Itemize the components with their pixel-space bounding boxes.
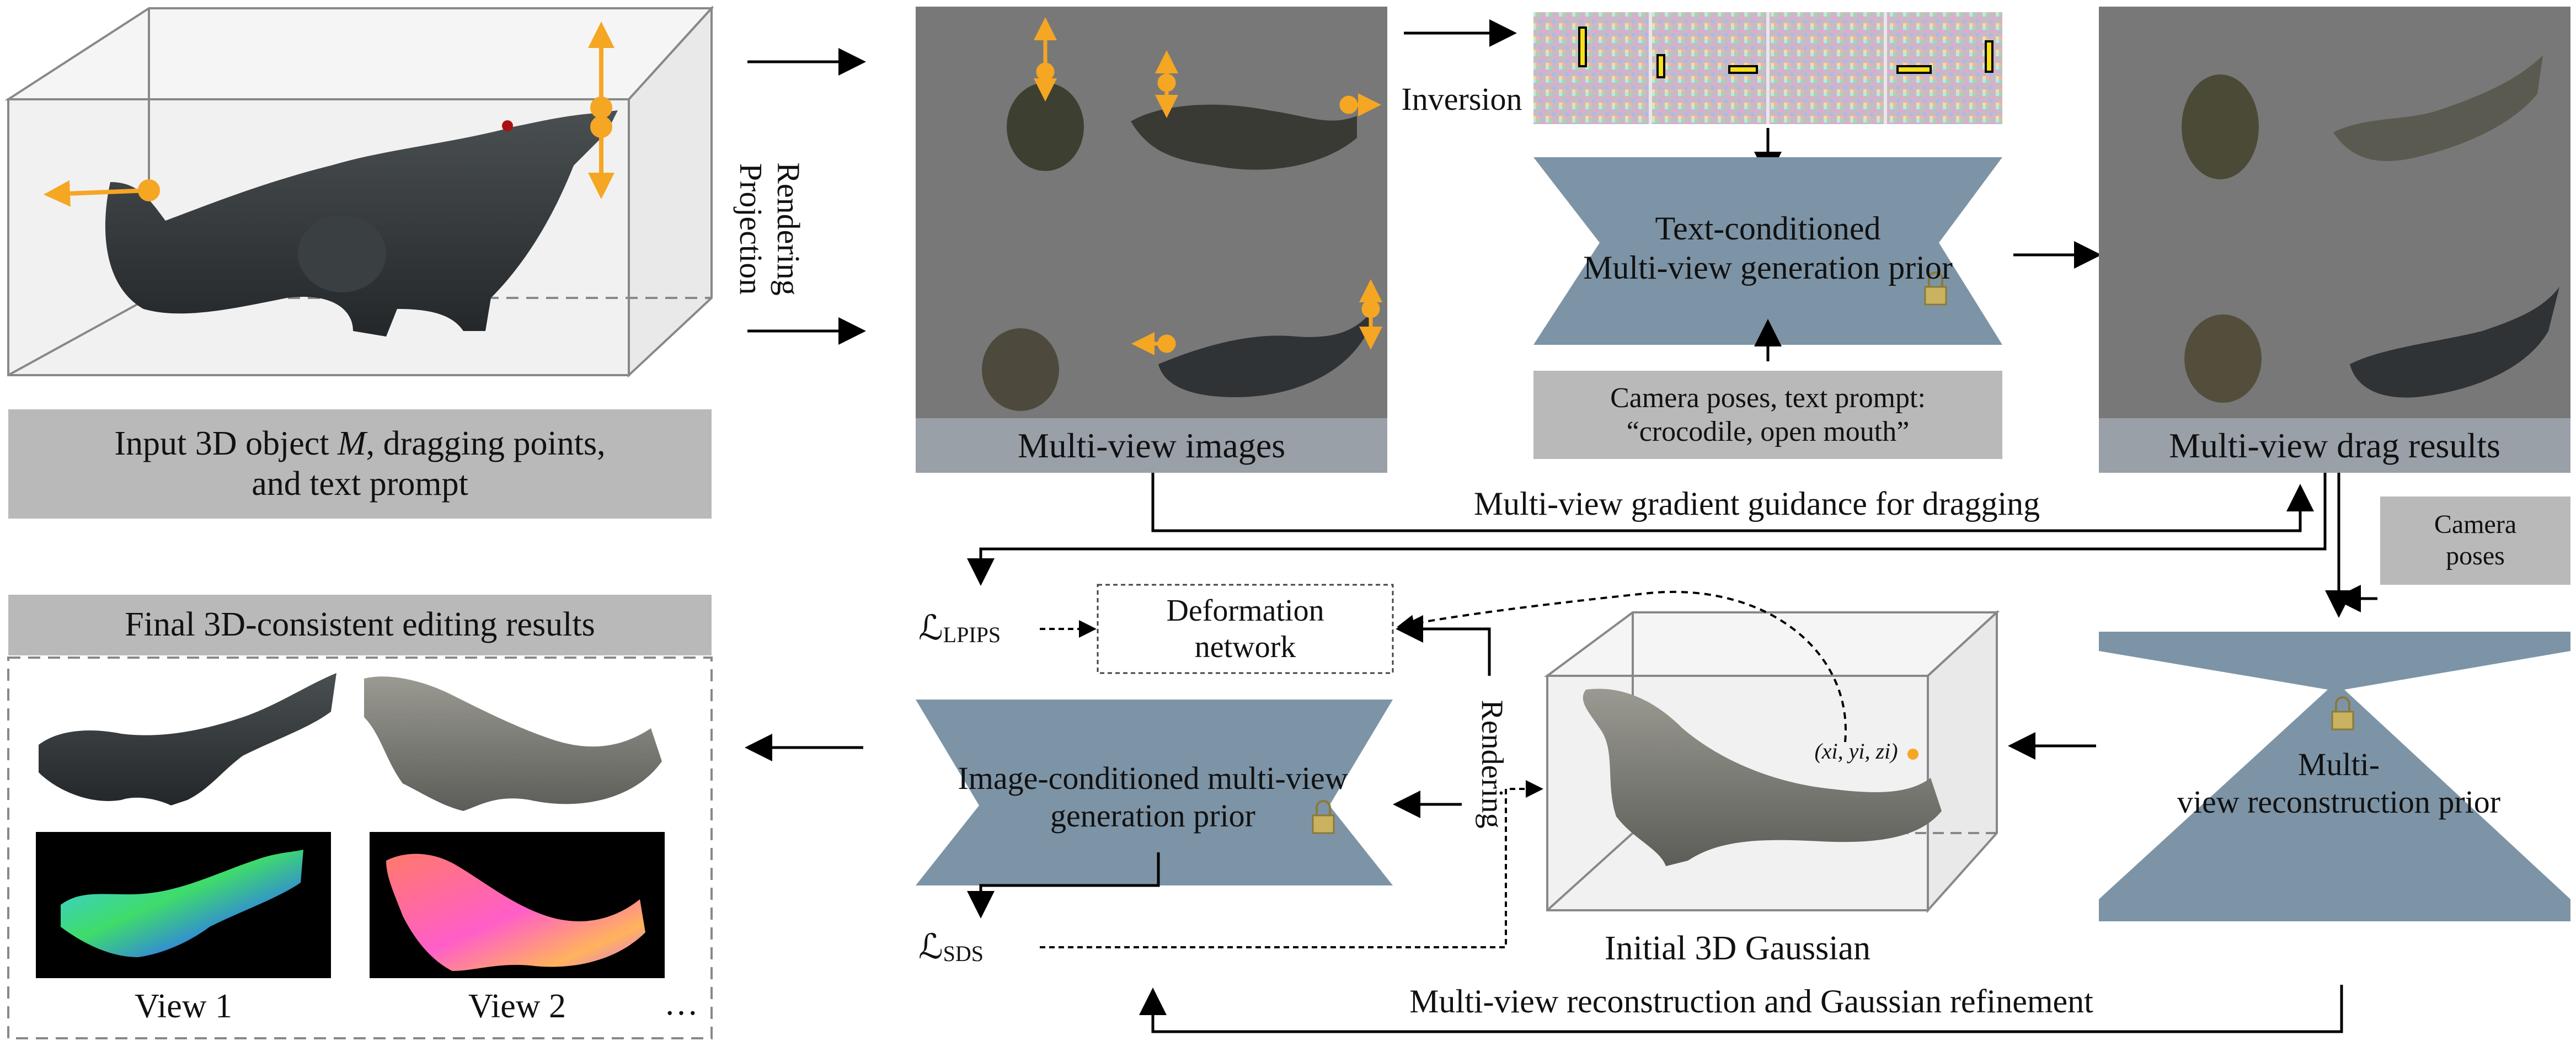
view-1-label: View 1 xyxy=(134,988,233,1026)
multiview-images-caption: Multi-view images xyxy=(1017,425,1286,465)
gaussian-crocodile xyxy=(1583,689,1942,866)
ellipsis: … xyxy=(664,985,698,1023)
reconstruction-prior-label: Multi- view reconstruction prior xyxy=(2177,746,2501,820)
lock-icon-image-prior xyxy=(1312,800,1335,834)
final-results-panel xyxy=(7,657,713,1039)
input-crocodile xyxy=(105,110,618,337)
arrow-rendering-to-deformation xyxy=(1396,615,1491,676)
final-results-caption: Final 3D-consistent editing results xyxy=(125,606,595,644)
noise-latents xyxy=(1533,12,2002,124)
deformation-network-box xyxy=(1097,584,1394,674)
camera-poses-label: Camera poses xyxy=(2434,510,2517,570)
final-crocodiles xyxy=(39,673,662,811)
multiview-drag-handles xyxy=(1034,17,1382,355)
drag-results-crocodiles xyxy=(2182,55,2559,403)
refinement-label: Multi-view reconstruction and Gaussian r… xyxy=(1409,983,2093,1020)
drag-results-panel xyxy=(2099,7,2570,473)
input-caption-box xyxy=(8,409,712,519)
image-conditioned-prior-label: Image-conditioned multi-view generation … xyxy=(958,760,1348,834)
gradient-guidance-label: Multi-view gradient guidance for draggin… xyxy=(1473,485,2040,522)
image-conditioned-prior-shape xyxy=(916,700,1393,885)
multiview-images-panel xyxy=(916,7,1387,473)
arrow-refinement-loop xyxy=(1139,985,2343,1033)
camera-poses-box xyxy=(2380,497,2570,585)
initial-gaussian-caption: Initial 3D Gaussian xyxy=(1604,930,1871,968)
multiview-crocodiles xyxy=(982,83,1373,411)
arrow-gradient-guidance xyxy=(1151,473,2314,532)
loss-sds: ℒ SDS xyxy=(918,928,984,967)
text-conditioned-prior-shape xyxy=(1533,157,2002,345)
text-conditioned-prior-label: Text-conditioned Multi-view generation p… xyxy=(1583,210,1953,286)
camera-text-prompt-box xyxy=(1533,371,2002,459)
arrow-point-to-deformation xyxy=(1397,590,1847,743)
deformation-network-label: Deformation network xyxy=(1166,593,1324,664)
arrow-results-to-lpips xyxy=(967,473,2327,586)
arrow-prior-to-sds xyxy=(967,852,1160,919)
lock-icon-recon xyxy=(2331,696,2354,730)
rendering-projection-label: Rendering Projection xyxy=(733,162,807,296)
gaussian-point-label: (xi, yi, zi) xyxy=(1814,739,1898,764)
inversion-label: Inversion xyxy=(1390,77,1533,121)
view-2-label: View 2 xyxy=(468,988,566,1026)
input-drag-handles xyxy=(44,22,614,207)
camera-text-prompt: Camera poses, text prompt: “crocodile, o… xyxy=(1610,382,1926,447)
loss-lpips: ℒ LPIPS xyxy=(918,610,1001,648)
gaussian-point xyxy=(1907,749,1918,760)
final-results-caption-box xyxy=(8,595,712,655)
input-caption: Input 3D object M, dragging points, and … xyxy=(114,424,606,503)
rendering-vertical-label: Rendering xyxy=(1475,700,1510,829)
arrow-sds-to-gaussian xyxy=(1040,780,1543,948)
drag-results-caption: Multi-view drag results xyxy=(2169,425,2500,465)
lock-icon xyxy=(1924,271,1947,306)
